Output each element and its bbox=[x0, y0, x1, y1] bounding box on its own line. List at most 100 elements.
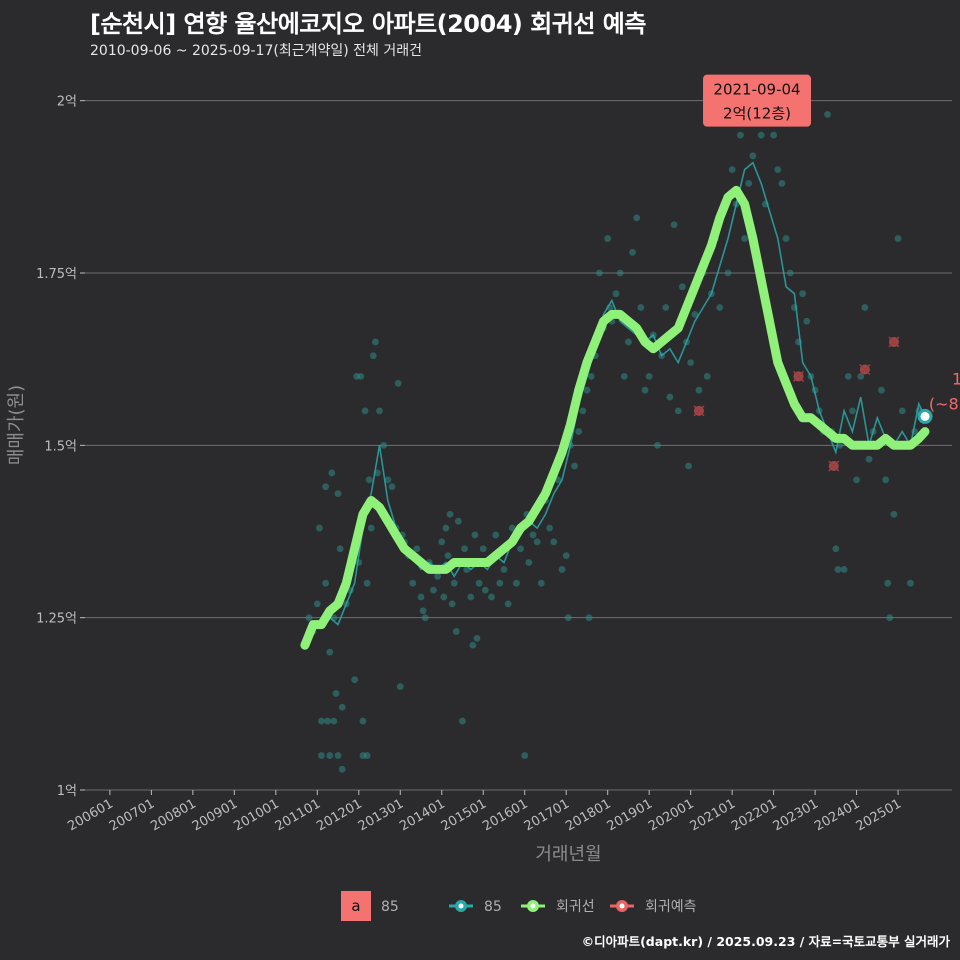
transaction-point bbox=[334, 752, 342, 759]
transaction-point bbox=[481, 586, 489, 594]
transaction-point bbox=[571, 462, 578, 470]
y-tick-label: 1.75억 bbox=[36, 267, 77, 282]
grid-layer bbox=[85, 100, 952, 791]
transaction-point bbox=[359, 717, 367, 725]
transaction-point bbox=[448, 600, 456, 608]
line-layer bbox=[304, 161, 926, 639]
transaction-point bbox=[365, 476, 373, 484]
chart-subtitle: 2010-09-06 ~ 2025-09-17(최근계약일) 전체 거래건 bbox=[90, 43, 422, 59]
transaction-point bbox=[550, 538, 558, 546]
transaction-point bbox=[469, 641, 477, 649]
transaction-point bbox=[741, 235, 748, 242]
transaction-point bbox=[471, 531, 479, 539]
transaction-point bbox=[674, 407, 682, 415]
legend-label-85: 85 bbox=[381, 899, 399, 915]
transaction-point bbox=[575, 428, 583, 435]
forecast-layer bbox=[693, 336, 900, 472]
x-tick-label: 201401 bbox=[397, 796, 447, 834]
transaction-point bbox=[452, 628, 460, 635]
transaction-point bbox=[662, 304, 670, 311]
transaction-point bbox=[670, 221, 678, 229]
transaction-point bbox=[328, 469, 336, 477]
transaction-point bbox=[473, 634, 481, 642]
transaction-point bbox=[834, 566, 842, 573]
transaction-point bbox=[367, 524, 375, 532]
legend-label: 회귀선 bbox=[556, 899, 595, 915]
x-tick-label: 200601 bbox=[65, 796, 115, 834]
transaction-point bbox=[363, 579, 371, 587]
latest-point bbox=[917, 408, 933, 424]
transaction-point bbox=[865, 455, 873, 463]
transaction-point bbox=[376, 407, 383, 415]
transaction-point bbox=[782, 235, 790, 242]
legend-key-letter: a bbox=[351, 897, 360, 915]
x-tick-label: 200701 bbox=[107, 796, 157, 834]
x-tick-label: 202201 bbox=[729, 796, 779, 834]
transaction-point bbox=[728, 166, 736, 174]
max-annotation-box bbox=[703, 74, 812, 127]
transaction-point bbox=[442, 524, 450, 532]
forecast-point bbox=[828, 460, 840, 472]
transaction-point bbox=[645, 373, 653, 380]
transaction-point bbox=[849, 407, 856, 415]
transaction-point bbox=[369, 352, 377, 360]
transaction-point bbox=[583, 386, 591, 394]
y-axis-title: 매매가(원) bbox=[6, 385, 27, 465]
forecast-cross bbox=[828, 460, 840, 472]
transaction-point bbox=[504, 600, 512, 608]
forecast-cross bbox=[888, 336, 900, 348]
legend-regression: 회귀선 bbox=[521, 899, 595, 915]
transaction-point bbox=[322, 579, 330, 587]
y-tick-label: 2억 bbox=[57, 95, 77, 110]
transaction-point bbox=[496, 579, 504, 587]
transaction-point bbox=[654, 441, 661, 449]
transaction-point bbox=[508, 524, 516, 532]
transaction-point bbox=[894, 235, 902, 242]
transaction-point bbox=[878, 386, 885, 394]
max-annotation-date: 2021-09-04 bbox=[713, 81, 800, 99]
transaction-point bbox=[500, 566, 508, 573]
transaction-point bbox=[882, 476, 890, 484]
transaction-point bbox=[620, 373, 628, 380]
legend-swatch-center bbox=[530, 903, 536, 909]
transaction-point bbox=[396, 683, 404, 691]
transaction-point bbox=[430, 586, 437, 594]
x-tick-label: 201001 bbox=[231, 796, 281, 834]
transaction-point bbox=[641, 386, 649, 394]
transaction-point bbox=[318, 717, 325, 725]
transaction-point bbox=[533, 538, 541, 546]
transaction-point bbox=[799, 290, 807, 298]
latest-area-label: (~85㎡) bbox=[929, 394, 960, 413]
transaction-point bbox=[488, 593, 495, 601]
transaction-point bbox=[467, 593, 475, 601]
x-tick-label: 202501 bbox=[854, 796, 904, 834]
transaction-point bbox=[629, 248, 636, 256]
x-tick-label: 202401 bbox=[812, 796, 862, 834]
transaction-point bbox=[546, 524, 554, 532]
transaction-point bbox=[438, 538, 446, 546]
transaction-point bbox=[803, 317, 811, 325]
transaction-point bbox=[737, 131, 744, 139]
transaction-point bbox=[324, 717, 332, 725]
transaction-point bbox=[336, 545, 344, 553]
legend: a 85 85 회귀선 회귀예측 bbox=[341, 891, 697, 921]
transaction-point bbox=[421, 614, 429, 622]
forecast-cross bbox=[693, 405, 705, 417]
x-tick-label: 201601 bbox=[480, 796, 530, 834]
legend-key-text-box bbox=[341, 891, 371, 921]
transaction-point bbox=[633, 214, 641, 222]
transaction-point bbox=[579, 407, 587, 415]
transaction-point bbox=[315, 524, 323, 532]
transaction-point bbox=[558, 566, 566, 573]
transaction-point bbox=[691, 310, 699, 318]
x-tick-label: 201301 bbox=[356, 796, 406, 834]
y-tick-label: 1.5억 bbox=[44, 439, 77, 454]
transaction-point bbox=[604, 235, 612, 242]
transaction-point bbox=[778, 179, 786, 187]
transaction-point bbox=[770, 131, 778, 139]
footer-caption: ©디아파트(dapt.kr) / 2025.09.23 / 자료=국토교통부 실… bbox=[581, 934, 950, 949]
chart-title: [순천시] 연향 율산에코지오 아파트(2004) 회귀선 예측 bbox=[90, 10, 646, 38]
legend-forecast: 회귀예측 bbox=[610, 899, 697, 915]
transaction-point bbox=[625, 338, 632, 346]
transaction-point bbox=[595, 269, 603, 277]
